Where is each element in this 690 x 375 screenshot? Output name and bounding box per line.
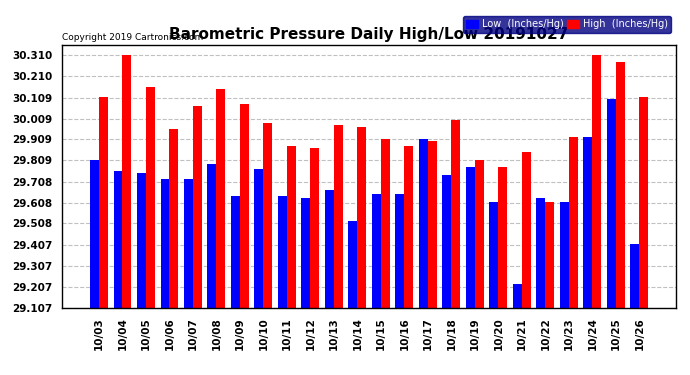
Bar (404, 146, 413, 308)
Bar (99, 98, 108, 308)
Title: Barometric Pressure Daily High/Low 20191027: Barometric Pressure Daily High/Low 20191… (170, 27, 569, 42)
Bar (184, 179, 193, 308)
Bar (442, 175, 451, 308)
Bar (395, 194, 404, 308)
Bar (536, 198, 545, 308)
Bar (466, 166, 475, 308)
Bar (310, 148, 319, 308)
Bar (170, 129, 178, 308)
Bar (631, 244, 640, 308)
Bar (381, 139, 390, 308)
Bar (498, 166, 507, 308)
Bar (161, 179, 170, 308)
Bar (372, 194, 381, 308)
Bar (616, 62, 624, 308)
Bar (208, 164, 217, 308)
Bar (264, 123, 273, 308)
Bar (348, 221, 357, 308)
Bar (513, 284, 522, 308)
Bar (451, 120, 460, 308)
Bar (240, 104, 249, 308)
Bar (419, 139, 428, 308)
Bar (475, 160, 484, 308)
Bar (287, 146, 296, 308)
Bar (325, 189, 334, 308)
Bar (231, 196, 240, 308)
Bar (193, 106, 202, 308)
Bar (137, 173, 146, 308)
Bar (302, 198, 310, 308)
Bar (90, 160, 99, 308)
Bar (640, 98, 649, 308)
Legend: Low  (Inches/Hg), High  (Inches/Hg): Low (Inches/Hg), High (Inches/Hg) (463, 16, 671, 33)
Bar (217, 89, 226, 308)
Bar (255, 169, 264, 308)
Text: Copyright 2019 Cartronics.com: Copyright 2019 Cartronics.com (62, 33, 204, 42)
Bar (584, 137, 593, 308)
Bar (146, 87, 155, 308)
Bar (560, 202, 569, 308)
Bar (428, 141, 437, 308)
Bar (489, 202, 498, 308)
Bar (545, 202, 554, 308)
Bar (334, 124, 343, 308)
Bar (593, 56, 601, 308)
Bar (569, 137, 578, 308)
Bar (607, 99, 616, 308)
Bar (357, 127, 366, 308)
Bar (114, 171, 122, 308)
Bar (522, 152, 531, 308)
Bar (278, 196, 287, 308)
Bar (122, 56, 131, 308)
